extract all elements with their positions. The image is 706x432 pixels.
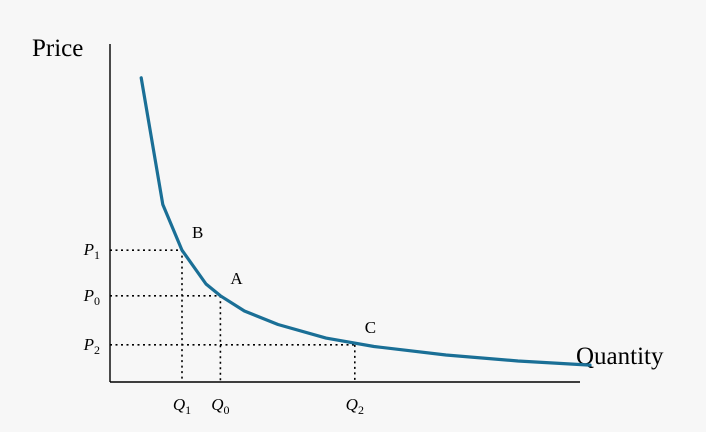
demand-curve xyxy=(139,76,592,367)
y-tick-p0: P0 xyxy=(83,286,100,308)
point-label-c: C xyxy=(365,318,376,337)
y-tick-p2: P2 xyxy=(83,335,100,357)
point-label-b: B xyxy=(192,223,203,242)
x-tick-q0: Q0 xyxy=(211,395,229,417)
point-label-a: A xyxy=(230,269,243,288)
y-tick-p1: P1 xyxy=(83,240,100,262)
point-labels: B A C xyxy=(192,223,376,337)
x-tick-q2: Q2 xyxy=(346,395,364,417)
x-tick-q1: Q1 xyxy=(173,395,191,417)
x-tick-labels: Q1 Q0 Q2 xyxy=(173,395,364,417)
guide-lines xyxy=(110,249,356,382)
y-axis-title: Price xyxy=(32,35,83,62)
y-tick-labels: P1 P0 P2 xyxy=(83,240,100,357)
